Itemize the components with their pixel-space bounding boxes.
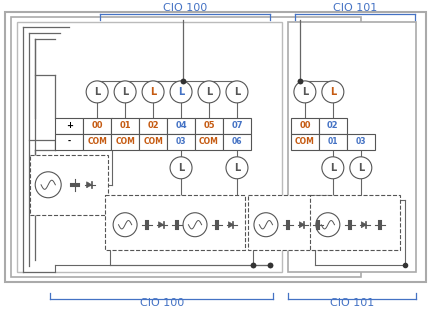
Bar: [290, 118, 318, 134]
Bar: [111, 118, 139, 134]
Text: L: L: [301, 87, 307, 97]
Bar: [30, 155, 108, 215]
Circle shape: [142, 81, 164, 103]
Circle shape: [321, 81, 343, 103]
Text: 03: 03: [355, 137, 365, 146]
Bar: [222, 134, 250, 150]
Bar: [287, 22, 415, 272]
Text: CIO 100: CIO 100: [140, 298, 184, 308]
Bar: [194, 118, 222, 134]
Polygon shape: [158, 222, 163, 228]
Text: L: L: [357, 163, 363, 173]
Text: COM: COM: [199, 137, 218, 146]
Bar: [309, 195, 399, 250]
Bar: [105, 195, 244, 250]
Text: -: -: [68, 137, 71, 146]
Text: L: L: [233, 87, 240, 97]
Text: L: L: [233, 163, 240, 173]
Text: 02: 02: [326, 121, 338, 130]
Circle shape: [113, 213, 137, 237]
Circle shape: [114, 81, 136, 103]
Bar: [222, 118, 250, 134]
Circle shape: [35, 172, 61, 198]
Circle shape: [86, 81, 108, 103]
Bar: [318, 134, 346, 150]
Circle shape: [293, 81, 315, 103]
Circle shape: [349, 157, 371, 179]
Bar: [55, 134, 83, 150]
Text: 07: 07: [230, 121, 242, 130]
Text: L: L: [150, 87, 156, 97]
Circle shape: [225, 157, 247, 179]
Text: COM: COM: [294, 137, 314, 146]
Text: 01: 01: [327, 137, 337, 146]
Text: L: L: [178, 163, 184, 173]
Text: 02: 02: [147, 121, 159, 130]
Text: L: L: [94, 87, 100, 97]
Bar: [194, 134, 222, 150]
Text: 00: 00: [91, 121, 103, 130]
Text: COM: COM: [143, 137, 163, 146]
Text: CIO 101: CIO 101: [332, 3, 376, 13]
Text: L: L: [329, 87, 335, 97]
Polygon shape: [86, 182, 92, 188]
Bar: [5, 12, 425, 281]
Polygon shape: [299, 222, 304, 228]
Text: L: L: [206, 87, 212, 97]
Text: L: L: [329, 163, 335, 173]
Text: 06: 06: [231, 137, 242, 146]
Bar: [55, 118, 83, 134]
Circle shape: [225, 81, 247, 103]
Text: 05: 05: [203, 121, 214, 130]
Polygon shape: [228, 222, 233, 228]
Text: CIO 100: CIO 100: [163, 3, 207, 13]
Polygon shape: [360, 222, 366, 228]
Text: CIO 101: CIO 101: [329, 298, 373, 308]
Text: L: L: [178, 87, 184, 97]
Bar: [290, 134, 318, 150]
Circle shape: [315, 213, 339, 237]
Text: COM: COM: [87, 137, 107, 146]
Text: L: L: [122, 87, 128, 97]
Bar: [111, 134, 139, 150]
Bar: [83, 134, 111, 150]
Circle shape: [197, 81, 219, 103]
Circle shape: [170, 81, 192, 103]
Text: 04: 04: [175, 121, 187, 130]
Bar: [83, 118, 111, 134]
Bar: [247, 195, 327, 250]
Bar: [346, 134, 374, 150]
Text: +: +: [65, 121, 73, 130]
Bar: [139, 118, 167, 134]
Bar: [318, 118, 346, 134]
Bar: [167, 134, 194, 150]
Bar: [11, 17, 360, 277]
Bar: [167, 118, 194, 134]
Circle shape: [183, 213, 206, 237]
Bar: [17, 22, 281, 272]
Text: COM: COM: [115, 137, 135, 146]
Text: 01: 01: [119, 121, 131, 130]
Circle shape: [321, 157, 343, 179]
Circle shape: [170, 157, 192, 179]
Bar: [139, 134, 167, 150]
Circle shape: [253, 213, 277, 237]
Text: 03: 03: [175, 137, 186, 146]
Text: 00: 00: [298, 121, 310, 130]
